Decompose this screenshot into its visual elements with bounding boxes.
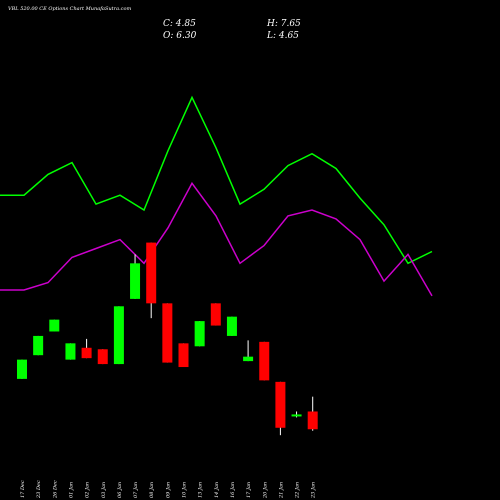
candle-body-up bbox=[243, 356, 254, 362]
candle-body-up bbox=[194, 321, 205, 347]
candle bbox=[226, 316, 237, 336]
candle bbox=[307, 396, 318, 431]
candles bbox=[17, 242, 318, 436]
candle bbox=[17, 359, 27, 379]
candle bbox=[33, 335, 44, 356]
x-tick-label: 17 Jan bbox=[246, 482, 252, 498]
candle-body-down bbox=[162, 303, 173, 363]
candle-body-up bbox=[130, 263, 141, 299]
x-tick-label: 21 Jan bbox=[278, 482, 284, 499]
candle bbox=[49, 319, 60, 332]
x-axis-ticks: 17 Dec 23 Dec 26 Dec 01 Jan 02 Jan 03 Jan 06 J… bbox=[20, 480, 317, 499]
candle-body-down bbox=[97, 349, 108, 365]
candle bbox=[259, 341, 270, 381]
candle-body-up bbox=[65, 343, 76, 360]
x-tick-label: 14 Jan bbox=[214, 482, 220, 498]
candle-body-up bbox=[33, 335, 44, 356]
candle-body-up bbox=[113, 306, 124, 365]
candle bbox=[178, 343, 189, 368]
open-label: O: 6.30 bbox=[163, 31, 197, 41]
x-tick-label: 09 Jan bbox=[165, 482, 171, 498]
candle bbox=[162, 303, 173, 363]
x-tick-label: 23 Jan bbox=[311, 482, 317, 499]
x-tick-label: 01 Jan bbox=[68, 482, 74, 498]
candle bbox=[130, 254, 141, 299]
x-tick-label: 16 Jan bbox=[230, 482, 236, 498]
indicator-lines bbox=[0, 95, 433, 297]
candle bbox=[146, 242, 157, 319]
x-tick-label: 22 Jan bbox=[295, 482, 301, 499]
candle-body-down bbox=[81, 347, 92, 359]
x-tick-label: 02 Jan bbox=[85, 482, 91, 498]
candle bbox=[194, 321, 205, 347]
x-tick-label: 17 Dec bbox=[20, 480, 26, 498]
candle bbox=[97, 349, 108, 365]
x-tick-label: 06 Jan bbox=[117, 482, 123, 498]
candle bbox=[275, 381, 286, 436]
candle-body-down bbox=[307, 411, 318, 430]
candle-body-down bbox=[178, 343, 189, 368]
candle bbox=[243, 340, 254, 362]
x-tick-label: 13 Jan bbox=[198, 482, 204, 498]
candle-body-down bbox=[146, 242, 157, 304]
x-tick-label: 26 Dec bbox=[52, 480, 58, 499]
chart-title: VBL 520.00 CE Options Chart MunafaSutra.… bbox=[8, 6, 131, 12]
candle-body-up bbox=[17, 359, 27, 379]
candle-body-down bbox=[275, 381, 286, 428]
upper-indicator-line bbox=[0, 95, 433, 265]
x-tick-label: 03 Jan bbox=[101, 482, 107, 498]
candle bbox=[210, 303, 221, 326]
x-tick-label: 07 Jan bbox=[133, 482, 139, 498]
candle bbox=[81, 338, 92, 359]
low-label: L: 4.65 bbox=[266, 31, 299, 41]
candle-body-up bbox=[226, 316, 237, 336]
x-tick-label: 08 Jan bbox=[149, 482, 155, 498]
x-tick-label: 10 Jan bbox=[182, 482, 188, 498]
candle bbox=[291, 411, 302, 418]
candle bbox=[113, 306, 124, 365]
x-tick-label: 20 Jan bbox=[262, 482, 268, 499]
candle bbox=[65, 343, 76, 360]
lower-indicator-line bbox=[0, 181, 433, 297]
candle-body-up bbox=[291, 414, 302, 417]
candle-body-up bbox=[49, 319, 60, 332]
close-label: C: 4.85 bbox=[163, 19, 196, 29]
candle-body-down bbox=[210, 303, 221, 326]
candle-body-down bbox=[259, 341, 270, 381]
high-label: H: 7.65 bbox=[266, 19, 301, 29]
x-tick-label: 23 Dec bbox=[36, 480, 42, 499]
